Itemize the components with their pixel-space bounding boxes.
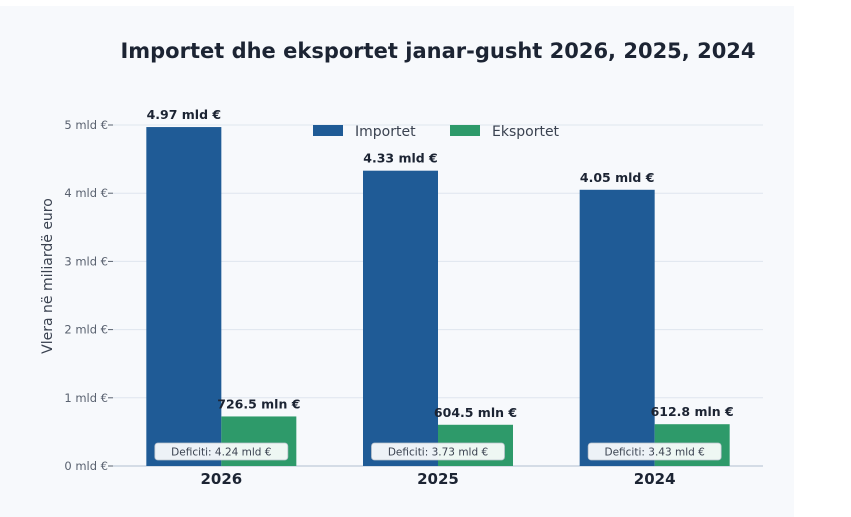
deficit-label-2025: Deficiti: 3.73 mld € [388, 447, 488, 459]
y-tick-label: 0 mld € [64, 459, 108, 473]
legend-swatch-eksportet [450, 125, 480, 136]
x-tick-label-2024: 2024 [634, 470, 676, 488]
x-tick-label-2026: 2026 [200, 470, 242, 488]
y-axis-ticks: 0 mld € 1 mld € 2 mld € 3 mld € 4 mld € 5 mld… [64, 118, 113, 473]
bar-importet-2025 [363, 170, 438, 466]
value-labels: 4.97 mld € 726.5 mln € 4.33 mld € 604.5 mln… [147, 107, 734, 420]
value-label-eksportet-2024: 612.8 mln € [651, 404, 734, 419]
deficit-box-2025 [371, 442, 505, 461]
legend-label-importet: Importet [355, 124, 416, 140]
deficit-annotations: Deficiti: 4.24 mld € Deficiti: 3.73 mld €… [154, 442, 722, 461]
legend-swatch-importet [313, 125, 343, 136]
value-label-importet-2025: 4.33 mld € [363, 151, 438, 166]
bar-importet-2026 [146, 127, 222, 467]
bar-importet-2024 [579, 189, 655, 467]
chart-panel: Importet dhe eksportet janar-gusht 2026,… [0, 6, 794, 517]
deficit-label-2024: Deficiti: 3.43 mld € [605, 447, 705, 459]
y-tick-label: 5 mld € [64, 118, 108, 132]
bar-chart: Importet dhe eksportet janar-gusht 2026,… [40, 39, 763, 488]
legend-label-eksportet: Eksportet [492, 124, 560, 140]
y-tick-label: 4 mld € [64, 186, 108, 200]
value-label-importet-2024: 4.05 mld € [580, 170, 655, 185]
value-label-eksportet-2026: 726.5 mln € [217, 396, 300, 411]
deficit-box-2024 [587, 442, 722, 461]
y-axis-label: Vlera në miliardë euro [40, 198, 56, 354]
chart-title: Importet dhe eksportet janar-gusht 2026,… [120, 39, 755, 63]
y-tick-label: 1 mld € [64, 391, 108, 405]
deficit-box-2026 [154, 442, 289, 461]
y-tick-label: 2 mld € [64, 323, 108, 337]
x-axis-ticks: 2026 2025 2024 [200, 470, 675, 488]
value-label-eksportet-2025: 604.5 mln € [434, 405, 517, 420]
deficit-label-2026: Deficiti: 4.24 mld € [171, 447, 271, 459]
value-label-importet-2026: 4.97 mld € [147, 107, 222, 122]
legend: Importet Eksportet [313, 124, 560, 140]
x-tick-label-2025: 2025 [417, 470, 459, 488]
y-tick-label: 3 mld € [64, 254, 108, 268]
